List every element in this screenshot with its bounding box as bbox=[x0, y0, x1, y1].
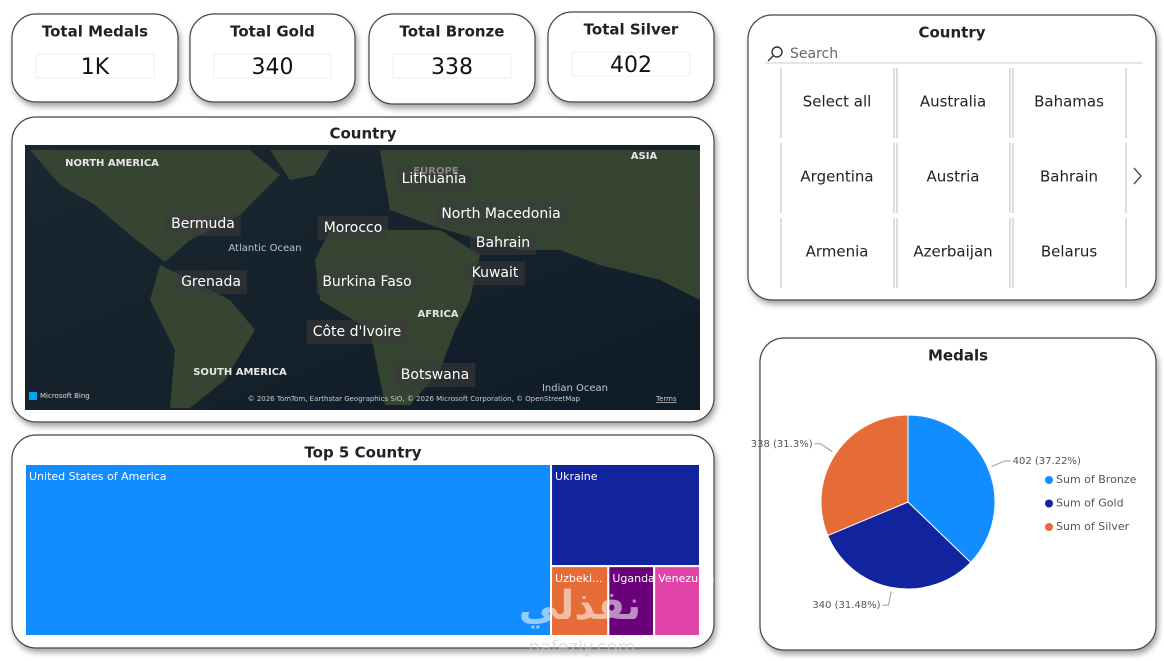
slicer-item-label[interactable]: Australia bbox=[920, 93, 986, 111]
slicer-item[interactable] bbox=[896, 141, 1012, 216]
slicer-item[interactable] bbox=[1012, 141, 1128, 216]
landmass bbox=[270, 150, 330, 180]
map-region-label: NORTH AMERICA bbox=[65, 158, 159, 169]
treemap-tile bbox=[607, 565, 656, 637]
map-region-label: AFRICA bbox=[417, 309, 458, 320]
pie-value-label: 402 (37.22%) bbox=[1013, 456, 1081, 467]
map-terms[interactable]: Terms bbox=[655, 395, 677, 403]
treemap-label: Uzbeki... bbox=[555, 572, 603, 585]
kpi-value-box bbox=[35, 53, 155, 79]
treemap-tile bbox=[550, 565, 610, 637]
kpi-value-box bbox=[392, 53, 512, 79]
kpi-title: Total Gold bbox=[230, 23, 315, 41]
kpi-title: Total Medals bbox=[42, 23, 148, 41]
map-label-bg bbox=[316, 270, 418, 294]
map-label-bg bbox=[469, 231, 537, 255]
legend-swatch bbox=[1045, 476, 1053, 484]
kpi-value: 338 bbox=[431, 55, 473, 80]
map-label-bg bbox=[317, 216, 389, 240]
kpi-value: 340 bbox=[252, 55, 294, 80]
slicer-item[interactable] bbox=[780, 66, 896, 141]
map-region-label: Atlantic Ocean bbox=[228, 243, 301, 254]
slicer-item-label[interactable]: Select all bbox=[803, 93, 872, 111]
slicer-next-arrow[interactable] bbox=[1133, 167, 1142, 185]
landmass bbox=[30, 150, 280, 262]
legend-swatch bbox=[1045, 523, 1053, 531]
map-label-bg bbox=[394, 363, 476, 387]
slicer-title: Country bbox=[918, 24, 985, 42]
pie-slice bbox=[820, 414, 909, 537]
kpi-title: Total Silver bbox=[584, 21, 679, 39]
map-country-label: Côte d'Ivoire bbox=[313, 324, 402, 340]
slicer-item-label[interactable]: Belarus bbox=[1041, 243, 1098, 261]
legend-label: Sum of Silver bbox=[1056, 520, 1130, 533]
map-country-label: Lithuania bbox=[402, 171, 467, 187]
map-country-label: Bermuda bbox=[171, 216, 235, 232]
map-country-label: Morocco bbox=[324, 220, 383, 236]
pie-value-label: 338 (31.3%) bbox=[751, 439, 813, 450]
pie-title: Medals bbox=[928, 347, 988, 365]
slicer-item[interactable] bbox=[780, 216, 896, 291]
slicer-item[interactable] bbox=[1012, 216, 1128, 291]
kpi-value-box bbox=[213, 53, 332, 79]
pie-leader bbox=[814, 443, 833, 452]
map-country-label: Bahrain bbox=[476, 235, 530, 251]
map-brand: Microsoft Bing bbox=[40, 392, 90, 400]
map-label-bg bbox=[435, 202, 567, 226]
treemap-tile bbox=[653, 565, 701, 637]
slicer-item-label[interactable]: Armenia bbox=[806, 243, 869, 261]
map-country-label: Kuwait bbox=[472, 265, 519, 281]
kpi-title: Total Bronze bbox=[400, 23, 505, 41]
kpi-value-box bbox=[571, 51, 691, 77]
legend-label: Sum of Gold bbox=[1056, 497, 1124, 510]
search-icon-handle bbox=[767, 55, 774, 62]
map-label-bg bbox=[395, 167, 473, 191]
treemap-label: Venezuela bbox=[658, 572, 715, 585]
bing-logo bbox=[29, 392, 37, 400]
pie-slice bbox=[907, 414, 996, 564]
map-label-bg bbox=[165, 212, 241, 236]
kpi-value: 1K bbox=[81, 55, 110, 80]
search-placeholder[interactable]: Search bbox=[790, 46, 838, 62]
legend-swatch bbox=[1045, 499, 1053, 508]
slicer-item-label[interactable]: Austria bbox=[927, 168, 980, 186]
treemap-tile bbox=[550, 463, 701, 568]
map-label-bg bbox=[175, 270, 247, 294]
pie-value-label: 340 (31.48%) bbox=[812, 600, 880, 611]
watermark: نفذلي bbox=[519, 583, 641, 629]
search-icon bbox=[771, 46, 783, 58]
pie-slice bbox=[827, 501, 972, 590]
slicer-item[interactable] bbox=[780, 141, 896, 216]
treemap-tile bbox=[24, 463, 553, 637]
map-region-label: ASIA bbox=[631, 151, 658, 162]
map-country-label: Grenada bbox=[181, 274, 241, 290]
legend-label: Sum of Bronze bbox=[1056, 473, 1137, 486]
map-country-label: Burkina Faso bbox=[322, 274, 411, 290]
pie-leader bbox=[991, 460, 1011, 467]
slicer-item[interactable] bbox=[1012, 66, 1128, 141]
map-region-label: Indian Ocean bbox=[542, 383, 608, 394]
slicer-item[interactable] bbox=[896, 216, 1012, 291]
slicer-item-label[interactable]: Bahamas bbox=[1034, 93, 1104, 111]
map-copyright: © 2026 TomTom, Earthstar Geographics SIO… bbox=[248, 395, 581, 403]
slicer-item-label[interactable]: Argentina bbox=[800, 168, 873, 186]
map-region-label: SOUTH AMERICA bbox=[193, 367, 287, 378]
slicer-item-label[interactable]: Azerbaijan bbox=[913, 243, 992, 261]
treemap-label: Ukraine bbox=[555, 470, 598, 483]
slicer-item[interactable] bbox=[896, 66, 1012, 141]
slicer-item-label[interactable]: Bahrain bbox=[1040, 168, 1098, 186]
kpi-value: 402 bbox=[610, 53, 652, 78]
map-country-label: Botswana bbox=[401, 367, 469, 383]
treemap-label: United States of America bbox=[29, 470, 166, 483]
landmass bbox=[150, 265, 255, 408]
map-title: Country bbox=[329, 125, 396, 143]
treemap-title: Top 5 Country bbox=[304, 444, 421, 462]
map-label-bg bbox=[465, 261, 525, 285]
map-label-bg bbox=[306, 320, 408, 344]
map-country-label: North Macedonia bbox=[441, 206, 560, 222]
pie-leader bbox=[882, 591, 892, 606]
watermark: nafezly.com bbox=[529, 637, 636, 658]
treemap-label: Uganda bbox=[612, 572, 654, 585]
